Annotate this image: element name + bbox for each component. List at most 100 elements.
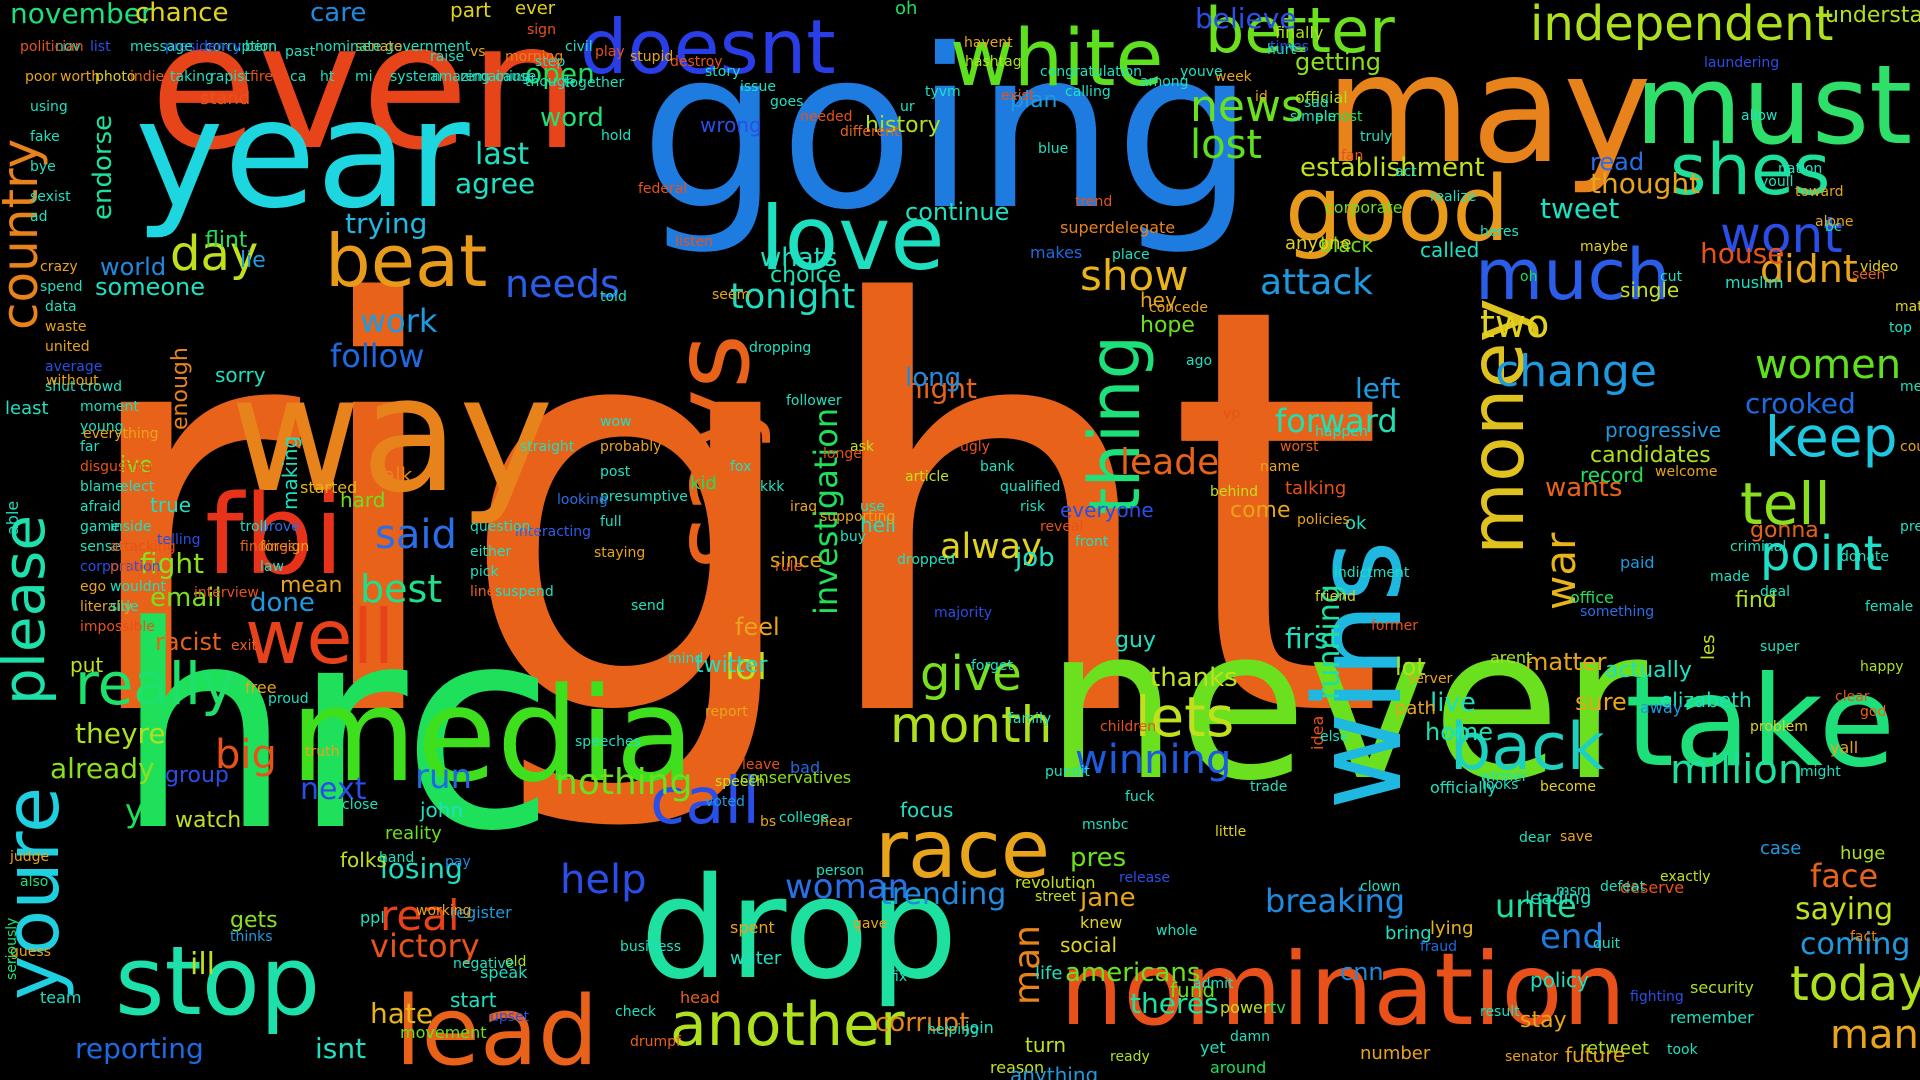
word: act xyxy=(1395,164,1417,180)
word: ill xyxy=(190,947,216,982)
word: makes xyxy=(1030,243,1083,262)
word: donate xyxy=(1840,549,1890,565)
word: either xyxy=(470,544,512,560)
word: staying xyxy=(594,545,646,561)
word: lying xyxy=(1430,918,1474,939)
word: head xyxy=(680,988,720,1007)
word: folks xyxy=(340,848,387,872)
word: senate xyxy=(355,39,403,55)
word: lol xyxy=(725,647,768,688)
word: superdelegate xyxy=(1060,218,1176,237)
word: independent xyxy=(1530,0,1834,52)
word: report xyxy=(705,704,748,720)
word: believe xyxy=(1195,2,1297,35)
word: ever xyxy=(515,0,556,19)
word: arent xyxy=(1490,648,1533,667)
word: revolution xyxy=(1015,873,1096,892)
word: interacting xyxy=(515,524,592,540)
word: ur xyxy=(900,99,915,115)
word: con xyxy=(1445,724,1471,740)
word: result xyxy=(1480,1004,1520,1020)
word: damn xyxy=(1230,1029,1270,1045)
word: youve xyxy=(1180,64,1223,80)
word: friend xyxy=(1315,589,1356,605)
word: hell xyxy=(860,513,897,537)
word: together xyxy=(564,75,625,91)
word: since xyxy=(770,548,822,572)
word: list xyxy=(90,39,111,55)
word: huge xyxy=(1840,843,1886,864)
word: true xyxy=(150,493,192,517)
word: officially xyxy=(1430,778,1497,797)
word: winner xyxy=(1480,769,1528,785)
word: something xyxy=(1580,604,1655,620)
word: working xyxy=(416,903,472,919)
word: bern xyxy=(245,39,277,55)
word: november xyxy=(10,0,153,30)
word: life xyxy=(1035,963,1063,984)
word: best xyxy=(360,567,443,611)
word: game xyxy=(80,519,120,535)
word: anyone xyxy=(1285,233,1352,254)
word: literally xyxy=(80,599,133,615)
word: crooked xyxy=(1745,387,1856,420)
word: team xyxy=(40,988,82,1007)
word: elect xyxy=(120,479,155,495)
word: indie xyxy=(130,69,165,85)
word: free xyxy=(245,678,277,697)
word: thinks xyxy=(230,929,273,945)
word: took xyxy=(1667,1042,1698,1058)
word: risk xyxy=(1020,499,1046,515)
word: federal xyxy=(638,181,688,197)
word: take xyxy=(1625,650,1896,795)
word: exit xyxy=(231,638,258,654)
word: next xyxy=(300,772,367,807)
word: congratulation xyxy=(1040,64,1143,80)
word: bad xyxy=(790,758,821,777)
word: around xyxy=(1210,1058,1267,1077)
word: step xyxy=(535,54,566,70)
word: blame xyxy=(80,479,124,495)
word: sure xyxy=(1575,688,1627,716)
word: read xyxy=(1590,148,1645,176)
word: person xyxy=(816,863,864,879)
word: well xyxy=(245,593,395,681)
word: able xyxy=(3,500,22,535)
word: without xyxy=(46,373,99,389)
word: street xyxy=(1035,889,1076,905)
word: ye xyxy=(125,792,164,830)
word: sad xyxy=(1304,95,1329,111)
word: even xyxy=(150,0,580,189)
word: fire xyxy=(250,69,273,85)
word: goes xyxy=(770,94,804,110)
word: never xyxy=(1045,582,1648,827)
word: poor xyxy=(25,69,57,85)
word: laundering xyxy=(1704,55,1780,71)
word: ask xyxy=(850,439,874,455)
word: reporting xyxy=(75,1032,204,1065)
word: happen xyxy=(1315,424,1368,440)
word: toward xyxy=(1795,184,1844,200)
word: side xyxy=(110,599,139,615)
word: email xyxy=(150,583,222,613)
word: cause xyxy=(495,69,537,85)
word: wow xyxy=(600,414,632,430)
word: interview xyxy=(194,585,259,601)
word: men xyxy=(1900,379,1920,395)
word: server xyxy=(1408,671,1453,687)
word: average xyxy=(45,359,103,375)
word: chance xyxy=(135,0,229,28)
word: nation xyxy=(1778,161,1823,177)
word: shes xyxy=(1670,129,1831,211)
word: woman xyxy=(785,867,910,907)
word: better xyxy=(1205,0,1395,67)
word: ready xyxy=(1110,1049,1150,1065)
word: house xyxy=(1700,237,1785,270)
word: leading xyxy=(1525,888,1592,909)
word: nothing xyxy=(555,762,693,803)
word: suspend xyxy=(495,584,554,600)
word: corruption xyxy=(205,39,278,55)
word: prove xyxy=(260,519,300,535)
word: sign xyxy=(527,22,556,38)
word: fight xyxy=(140,547,205,580)
